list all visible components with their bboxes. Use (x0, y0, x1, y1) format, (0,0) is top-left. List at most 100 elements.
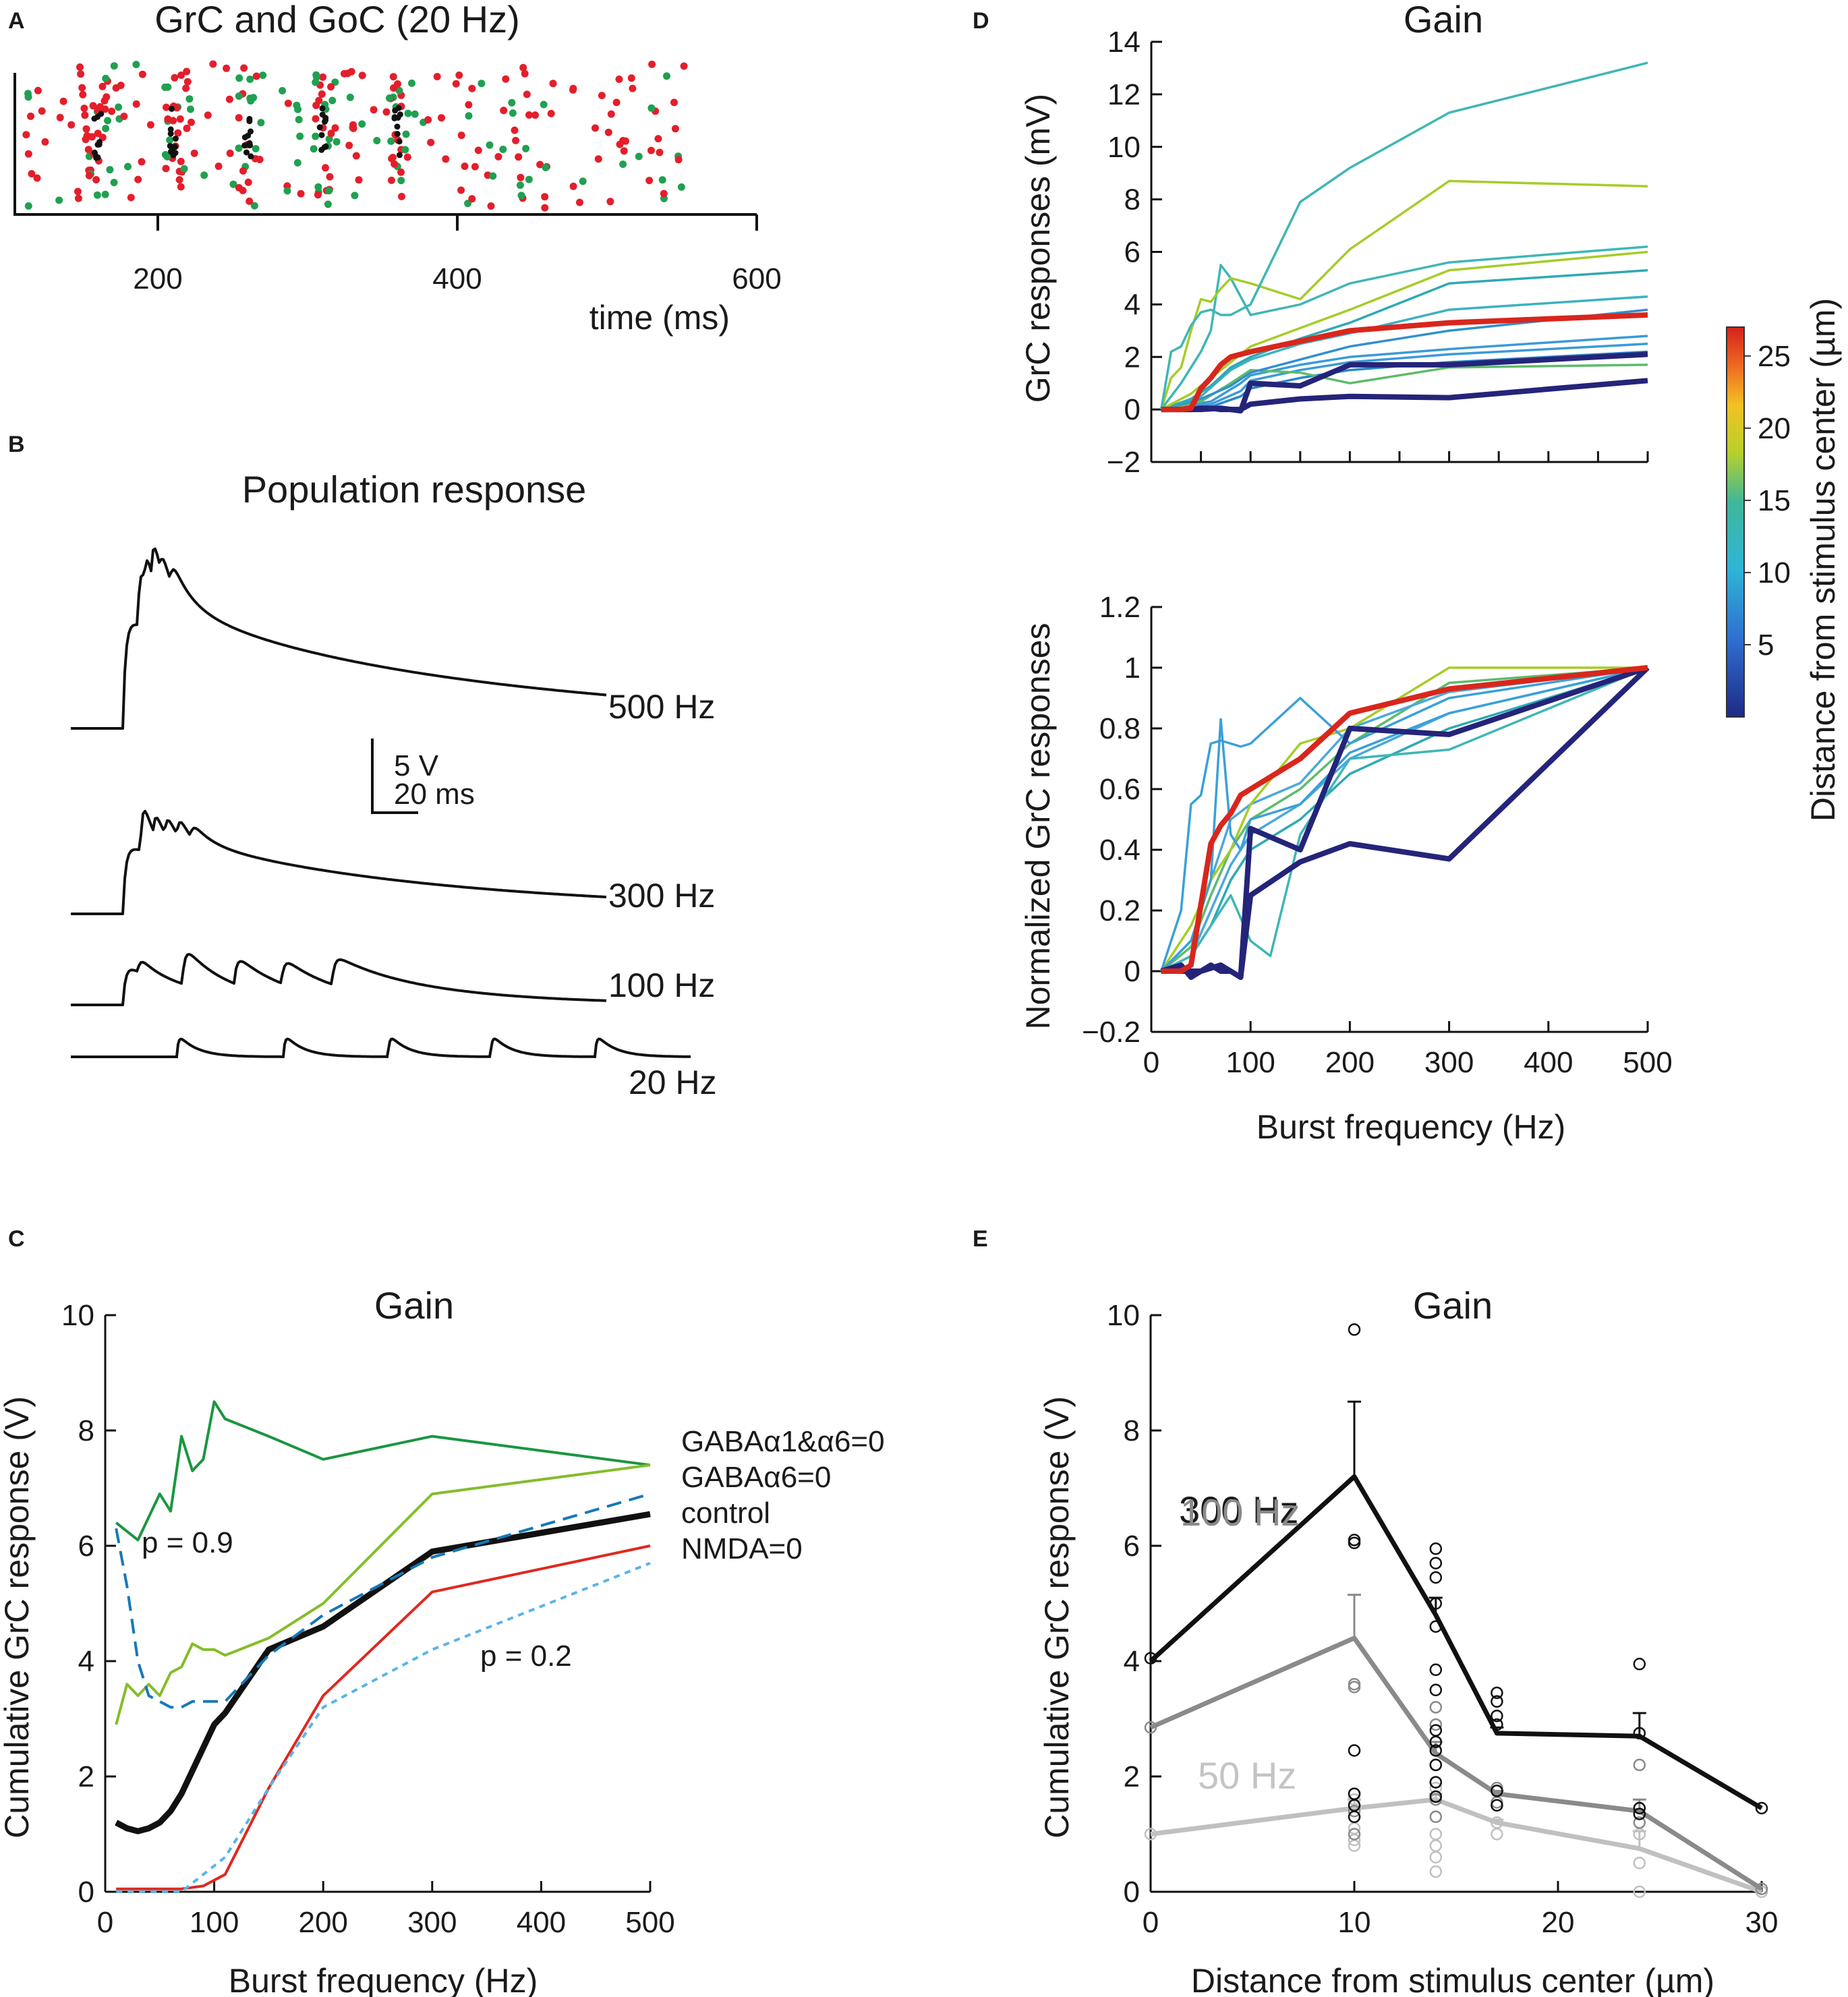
spike (204, 111, 212, 119)
spike (411, 110, 419, 118)
series-gaba-1-6-0 (115, 1400, 651, 1542)
panel-b-title: Population response (242, 468, 587, 511)
spike (85, 171, 93, 179)
spike (403, 153, 411, 161)
panel-d2-ylabel: Normalized GrC responses (1019, 623, 1057, 1030)
spike (138, 158, 146, 166)
spike (296, 132, 304, 140)
spike (404, 109, 412, 117)
spike (312, 115, 320, 123)
colorbar-tick-label: 10 (1758, 556, 1791, 589)
data-point (1491, 1686, 1503, 1700)
spike (314, 183, 322, 191)
spike (408, 79, 415, 87)
y-tick-label: 0.6 (1099, 773, 1140, 806)
spike (185, 95, 194, 103)
spike (80, 105, 88, 113)
spike (345, 142, 353, 150)
spike (183, 67, 191, 76)
spike (110, 62, 118, 70)
scale-bar-y-label: 5 V (394, 749, 439, 782)
spike (391, 160, 399, 168)
spike (397, 168, 405, 176)
x-tick-label: 0 (1143, 1906, 1159, 1939)
data-point (1491, 1785, 1503, 1797)
sync-spike (91, 149, 98, 156)
legend-gaba-a6: GABAα6=0 (681, 1461, 831, 1494)
spike (386, 94, 393, 102)
panel-a-xtick-400: 400 (432, 262, 482, 295)
spike (389, 73, 397, 81)
spike (349, 124, 357, 132)
spike (246, 76, 254, 83)
spike (401, 146, 409, 154)
data-point (1348, 1828, 1361, 1841)
spike (648, 60, 656, 68)
data-point (1348, 1744, 1361, 1757)
spike (318, 90, 326, 98)
series-mean (1161, 312, 1648, 413)
spike (163, 103, 170, 111)
spike (525, 111, 533, 119)
spike (515, 153, 523, 161)
spike (92, 176, 100, 183)
spike (387, 137, 395, 145)
spike (457, 186, 465, 194)
panel-e-ylabel: Cumulative GrC response (V) (1038, 1396, 1076, 1839)
series-teal-b (1160, 666, 1648, 973)
spike (28, 170, 36, 178)
trace-label-20: 20 Hz (629, 1064, 717, 1101)
spike (465, 100, 473, 109)
sync-spike (394, 131, 401, 138)
series-navy-1 (1161, 378, 1648, 413)
y-tick-label: 4 (1124, 1645, 1140, 1678)
spike (59, 97, 67, 105)
spike (250, 202, 258, 210)
spike (164, 115, 172, 123)
spike (523, 90, 531, 98)
spike (76, 63, 84, 71)
spike (93, 191, 101, 199)
spike (502, 75, 510, 83)
panel-label-a: A (8, 8, 25, 34)
y-tick-label: 8 (1124, 183, 1140, 216)
sync-spike (318, 132, 325, 138)
panel-label-b: B (8, 432, 25, 457)
spike (174, 129, 182, 137)
spike (647, 146, 655, 154)
y-tick-label: 10 (1107, 131, 1140, 164)
spike (656, 148, 664, 156)
legend-control: control (681, 1497, 770, 1530)
spike (82, 125, 90, 133)
spike (132, 61, 140, 69)
colorbar-tick-label: 25 (1758, 340, 1791, 373)
y-tick-label: 1.2 (1099, 591, 1140, 624)
spike (604, 128, 612, 136)
spike (358, 71, 366, 80)
series-green (1160, 666, 1648, 973)
x-tick-label: 0 (97, 1906, 113, 1939)
spike (622, 137, 629, 145)
spike (394, 80, 401, 88)
spike (465, 112, 473, 120)
series-blue-spike (1160, 666, 1648, 973)
spike (373, 137, 381, 144)
spike (117, 82, 125, 90)
series-teal-4 (1161, 295, 1648, 411)
series-p-0-9 (115, 1493, 651, 1709)
panel-c-title: Gain (374, 1284, 454, 1327)
spike (312, 78, 320, 86)
data-point (1633, 1885, 1646, 1899)
sync-spike (316, 124, 323, 131)
data-point (1429, 1810, 1443, 1824)
panel-c-ylabel: Cumulative GrC response (V) (0, 1396, 36, 1839)
data-point (1429, 1542, 1443, 1555)
spike (516, 181, 524, 190)
spike (598, 92, 606, 100)
spike (209, 60, 217, 68)
y-tick-label: 8 (1124, 1414, 1140, 1447)
spike (397, 177, 405, 185)
spike (468, 84, 476, 92)
y-tick-label: 10 (1107, 1299, 1140, 1332)
spike (326, 173, 334, 181)
